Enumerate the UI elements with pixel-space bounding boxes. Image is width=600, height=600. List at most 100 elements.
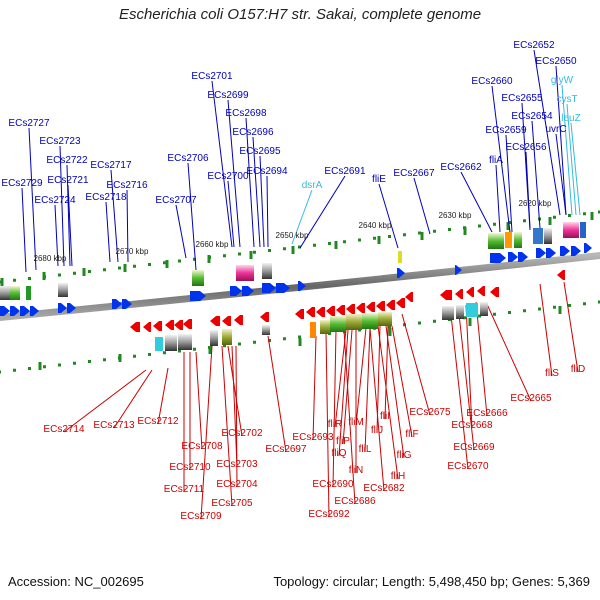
reverse-leader-ecs2704 <box>235 345 238 488</box>
feature-box <box>533 228 543 244</box>
gene-features <box>0 222 592 351</box>
reverse-leader-ecs2686 <box>343 329 356 505</box>
forward-label-leuz: leuZ <box>561 113 580 124</box>
reverse-label-ecs2670: ECs2670 <box>447 461 489 472</box>
forward-leader-ecs2694 <box>266 175 269 248</box>
reverse-label-ecs2710: ECs2710 <box>169 462 211 473</box>
forward-leader-ecs2656 <box>525 151 531 229</box>
inner-ring-dot <box>43 365 46 369</box>
inner-ring-dot <box>28 367 31 370</box>
forward-label-ecs2655: ECs2655 <box>501 93 543 104</box>
kbp-label-2660-kbp: 2660 kbp <box>196 240 229 249</box>
inner-major-tick <box>208 346 212 354</box>
forward-label-ecs2691: ECs2691 <box>324 166 366 177</box>
inner-ring-dot <box>298 335 301 339</box>
forward-label-glyw: glyW <box>551 75 574 86</box>
feature-box <box>514 232 522 248</box>
feature-box <box>362 313 378 329</box>
reverse-leader-ecs2697 <box>267 335 287 453</box>
reverse-label-flig: fliG <box>397 450 412 461</box>
reverse-leader-flir <box>334 329 347 428</box>
gene-labels: 2620 kbp 2630 kbp 2640 kbp 2650 kbp 2660 kbp… <box>1 40 585 522</box>
kbp-label-2680-kbp: 2680 kbp <box>34 254 67 263</box>
kbp-label-2650-kbp: 2650 kbp <box>276 231 309 240</box>
feature-box <box>442 306 454 320</box>
forward-gene-arrow <box>122 299 132 309</box>
major-tick <box>165 260 169 268</box>
reverse-label-flir: fliR <box>328 419 342 430</box>
outer-ring-dot <box>283 247 286 251</box>
reverse-leader-ecs2670 <box>449 305 469 470</box>
reverse-gene-arrow <box>183 319 192 329</box>
inner-ring-dot <box>58 363 61 367</box>
forward-leader-glyw <box>561 84 573 216</box>
feature-box <box>398 251 402 263</box>
reverse-gene-arrow <box>234 315 243 325</box>
reverse-label-ecs2693: ECs2693 <box>292 432 334 443</box>
feature-box <box>456 305 464 319</box>
outer-ring-dot <box>268 249 271 252</box>
feature-box <box>210 330 218 346</box>
forward-label-ecs2667: ECs2667 <box>393 168 435 179</box>
forward-label-ecs2695: ECs2695 <box>239 146 281 157</box>
forward-label-ecs2662: ECs2662 <box>440 162 482 173</box>
forward-gene-arrow <box>571 246 581 256</box>
inner-ring-dot <box>133 354 136 358</box>
reverse-gene-arrow <box>557 270 565 280</box>
outer-ring-dot <box>358 238 361 242</box>
inner-major-tick <box>468 318 472 326</box>
outer-ring-dot <box>298 245 301 249</box>
reverse-leader-ecs2713 <box>113 369 153 429</box>
reverse-leader-ecs2705 <box>221 345 233 507</box>
kbp-label-2620-kbp: 2620 kbp <box>519 199 552 208</box>
major-tick <box>590 212 594 220</box>
reverse-leader-flid <box>563 281 579 373</box>
reverse-leader-ecs2669 <box>457 304 475 451</box>
reverse-label-ecs2697: ECs2697 <box>265 444 307 455</box>
forward-leader-ecs2695 <box>259 155 265 248</box>
forward-leader-ecs2701 <box>211 80 233 248</box>
forward-gene-arrow <box>546 248 556 258</box>
feature-box <box>488 233 504 249</box>
reverse-leader-ecs2709 <box>200 345 213 520</box>
feature-box <box>222 329 232 345</box>
outer-ring-dot <box>118 266 121 270</box>
inner-ring-dot <box>583 302 586 306</box>
reverse-label-ecs2669: ECs2669 <box>453 442 495 453</box>
forward-label-flie: fliE <box>372 174 386 185</box>
kbp-label-2640-kbp: 2640 kbp <box>359 221 392 230</box>
forward-label-ecs2722: ECs2722 <box>46 155 88 166</box>
outer-ring-dot <box>58 273 61 277</box>
inner-ring-dot <box>178 349 181 353</box>
inner-major-tick <box>298 338 302 346</box>
forward-gene-arrow <box>490 253 506 263</box>
feature-box <box>192 270 204 286</box>
reverse-label-flim: fliM <box>348 417 364 428</box>
forward-gene-arrow <box>58 303 67 313</box>
forward-leader-ecs2729 <box>21 187 27 273</box>
reverse-leader-flim <box>355 327 367 426</box>
forward-label-ecs2696: ECs2696 <box>232 127 274 138</box>
kbp-label-2630-kbp: 2630 kbp <box>439 211 472 220</box>
forward-leader-ecs2660 <box>491 85 511 233</box>
forward-gene-arrow <box>276 283 290 293</box>
outer-ring-dot <box>553 215 556 219</box>
major-tick <box>0 278 4 286</box>
outer-ring-dot <box>253 250 256 254</box>
inner-ring-dot <box>103 358 106 362</box>
reverse-label-ecs2704: ECs2704 <box>216 479 258 490</box>
reverse-leader-ecs2693 <box>312 335 317 441</box>
reverse-label-ecs2665: ECs2665 <box>510 393 552 404</box>
reverse-label-flih: fliH <box>391 471 405 482</box>
major-tick <box>548 217 552 225</box>
major-tick <box>249 251 253 259</box>
forward-label-ecs2650: ECs2650 <box>535 56 577 67</box>
forward-leader-ecs2654 <box>531 120 541 229</box>
outer-ring-dot <box>328 242 331 245</box>
outer-ring-dot <box>313 243 316 247</box>
forward-label-cyst: cysT <box>556 94 577 105</box>
reverse-label-ecs2690: ECs2690 <box>312 479 354 490</box>
outer-ring-dot <box>373 236 376 240</box>
reverse-label-flid: fliD <box>571 364 585 375</box>
